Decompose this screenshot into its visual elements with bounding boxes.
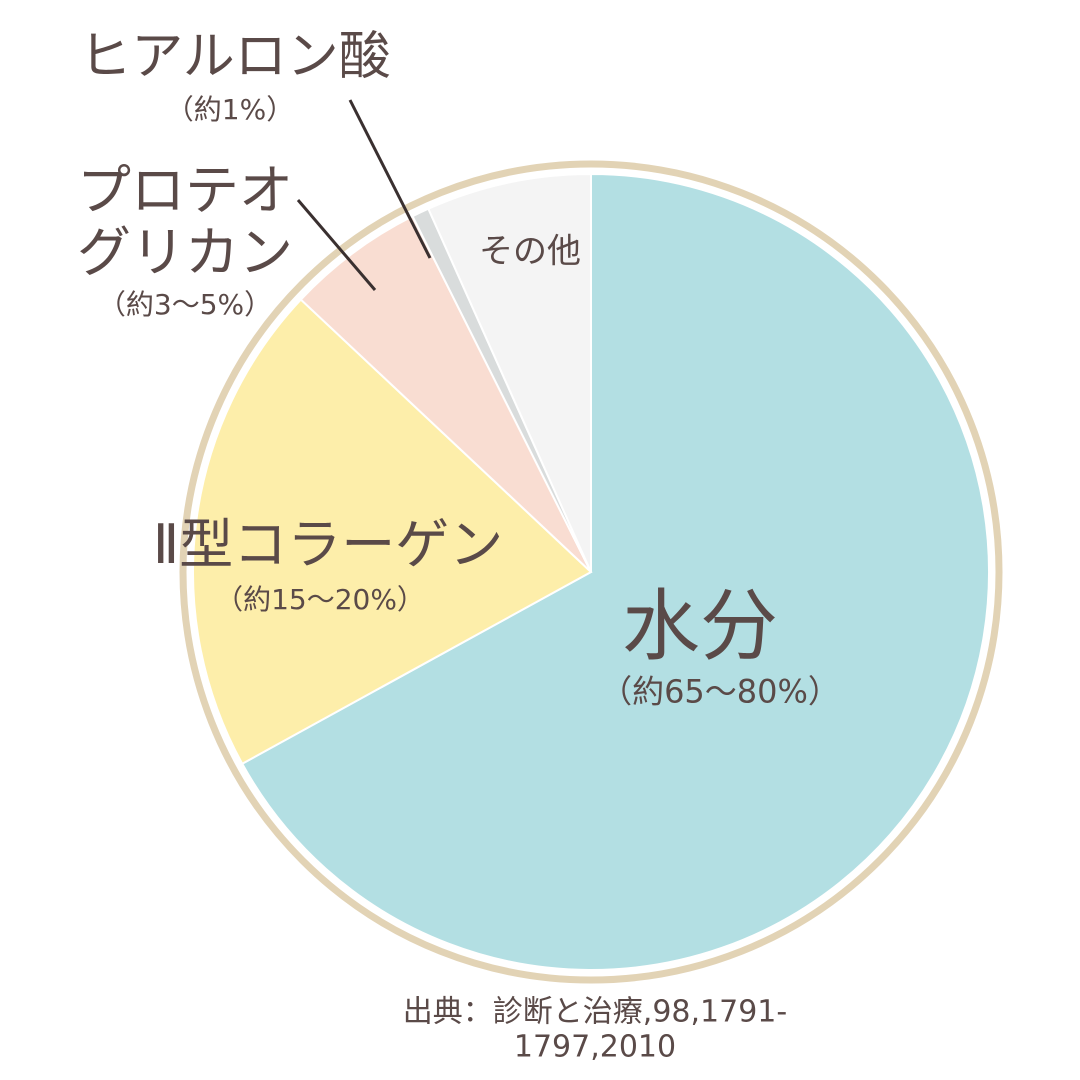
slice-label: ヒアルロン酸	[79, 27, 391, 88]
slice-label: 水分	[621, 582, 779, 673]
leader-line	[348, 99, 432, 259]
range-label: （約15〜20%）	[215, 582, 425, 616]
pie-slice	[192, 298, 593, 766]
source: 出典：診断と治療,98,1791-1797,2010	[402, 994, 788, 1064]
slice-label: プロテオ グリカン	[77, 158, 293, 284]
slice-label: その他	[479, 231, 581, 272]
pie-slice	[427, 172, 592, 573]
leader-line	[296, 199, 377, 291]
slice-label: Ⅱ型コラーゲン	[152, 512, 504, 576]
outer-ring	[179, 160, 1003, 984]
range-label: （約3〜5%）	[97, 287, 273, 321]
pie-slice	[240, 172, 990, 971]
range-label: （約65〜80%）	[600, 672, 840, 711]
range-label: （約1%）	[165, 92, 295, 126]
